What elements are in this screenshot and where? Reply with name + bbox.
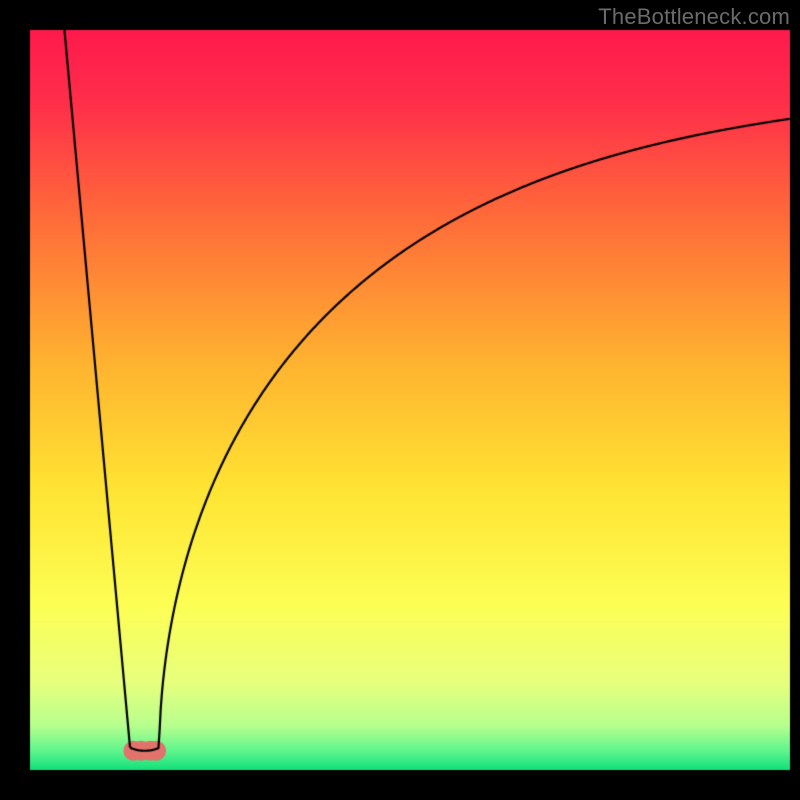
bottleneck-chart-canvas bbox=[0, 0, 800, 800]
watermark-label: TheBottleneck.com bbox=[598, 4, 790, 30]
chart-stage: TheBottleneck.com bbox=[0, 0, 800, 800]
